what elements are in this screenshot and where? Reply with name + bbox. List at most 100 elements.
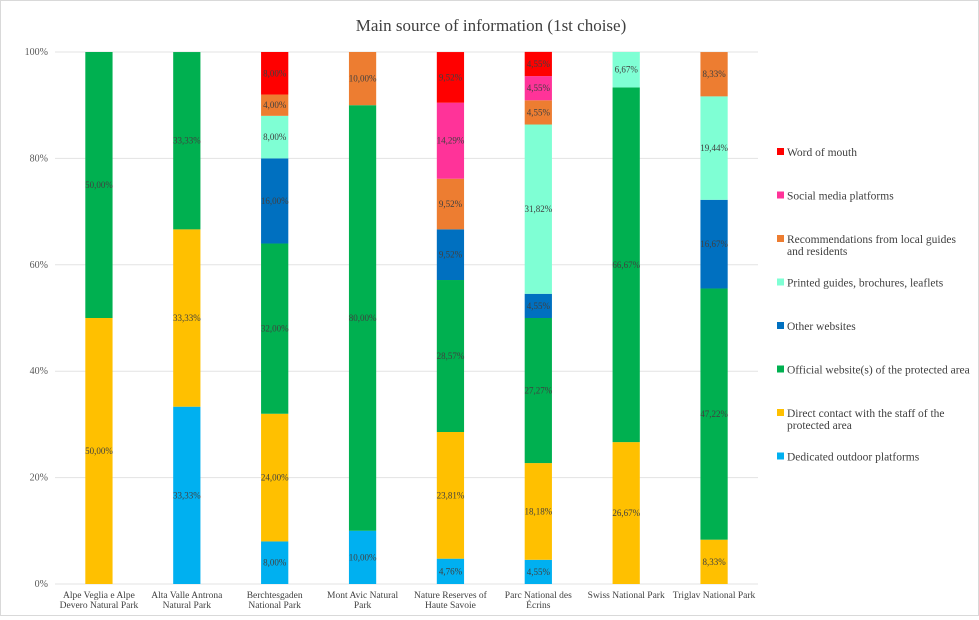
data-label: 33,33% xyxy=(173,136,201,146)
bar-segment xyxy=(612,442,640,584)
data-label: 47,22% xyxy=(700,409,728,419)
data-label: 26,67% xyxy=(612,508,640,518)
data-label: 16,67% xyxy=(700,239,728,249)
x-category-label: Swiss National Park xyxy=(588,591,665,601)
x-category-label: Triglav National Park xyxy=(673,591,756,601)
y-tick-label: 80% xyxy=(30,153,48,164)
data-label: 23,81% xyxy=(437,490,465,500)
bar-segment xyxy=(524,318,552,464)
data-label: 8,00% xyxy=(263,132,287,142)
y-tick-label: 20% xyxy=(30,473,48,484)
data-label: 50,00% xyxy=(85,180,113,190)
data-label: 8,00% xyxy=(263,558,287,568)
legend-swatch xyxy=(777,452,784,460)
bar-segment xyxy=(700,96,728,200)
bar-segment xyxy=(612,51,640,88)
bar-segment xyxy=(700,288,728,540)
data-label: 33,33% xyxy=(173,490,201,500)
data-label: 9,52% xyxy=(439,250,463,260)
bar-segment xyxy=(436,432,465,559)
bar-segment xyxy=(700,199,728,289)
data-label: 4,00% xyxy=(263,100,287,110)
x-category-label: Mont Avic Natural Park xyxy=(327,591,398,611)
bar-segment xyxy=(524,293,552,318)
bar-segment xyxy=(524,124,552,294)
bar-segment xyxy=(261,541,289,584)
data-label: 14,29% xyxy=(437,136,465,146)
legend-label: Official website(s) of the protected are… xyxy=(787,365,970,377)
data-label: 50,00% xyxy=(85,446,113,456)
y-axis-ticks: 0% 20% 40% 60% 80% 100% xyxy=(25,47,48,590)
data-label: 9,52% xyxy=(439,199,463,209)
legend-swatch xyxy=(777,191,784,199)
data-label: 4,55% xyxy=(527,59,551,69)
bar-segment xyxy=(436,178,465,230)
legend-label: Other websites xyxy=(787,321,856,333)
y-tick-label: 60% xyxy=(30,260,48,271)
data-label: 10,00% xyxy=(349,74,377,84)
bar-segment xyxy=(261,52,289,95)
bar-segment xyxy=(261,94,289,116)
bar-segment xyxy=(524,100,552,125)
bar-segment xyxy=(261,413,289,542)
data-label: 9,52% xyxy=(439,72,463,82)
legend-swatch xyxy=(777,409,784,416)
bar-segment xyxy=(524,51,552,77)
chart-title: Main source of information (1st choise) xyxy=(356,16,627,35)
data-label: 8,33% xyxy=(702,557,726,567)
bar-segment xyxy=(700,52,728,97)
x-axis-categories: Alpe Veglia e Alpe Devero Natural Park Alt… xyxy=(60,590,756,611)
data-label: 8,00% xyxy=(263,68,287,78)
legend-label: Printed guides, brochures, leaflets xyxy=(787,278,944,290)
bar-segment xyxy=(612,87,640,443)
data-label: 4,55% xyxy=(527,567,551,577)
bar-segment xyxy=(436,280,465,433)
bar-segment xyxy=(85,52,113,318)
legend: Word of mouth Social media platforms Recom… xyxy=(777,147,970,464)
bar-segment xyxy=(524,559,552,584)
x-category-label: Parc National des Écrins xyxy=(505,591,572,611)
data-label: 8,33% xyxy=(702,69,726,79)
bar-segment xyxy=(85,318,113,584)
legend-swatch xyxy=(777,235,784,242)
data-label: 18,18% xyxy=(524,506,552,516)
data-label: 28,57% xyxy=(437,351,465,361)
data-label: 32,00% xyxy=(261,324,289,334)
x-category-label: Alta Valle Antrona Natural Park xyxy=(151,591,223,611)
bar-segment xyxy=(261,115,289,159)
bar-segment xyxy=(348,530,377,584)
y-tick-label: 0% xyxy=(35,579,48,590)
bar-segment xyxy=(436,558,465,584)
gridlines xyxy=(55,51,758,585)
legend-swatch xyxy=(777,365,784,373)
bar-segment xyxy=(436,229,465,281)
bar-segment xyxy=(348,105,377,531)
x-category-label: Berchtesgaden National Park xyxy=(247,591,303,611)
data-label: 4,55% xyxy=(527,83,551,93)
data-label: 4,55% xyxy=(527,107,551,117)
legend-label: Social media platforms xyxy=(787,191,894,203)
data-label: 66,67% xyxy=(612,260,640,270)
bar-segment xyxy=(173,52,201,230)
bar-segment xyxy=(436,52,465,103)
bar-segment xyxy=(436,102,465,179)
bar-segment xyxy=(173,229,201,407)
x-category-label: Alpe Veglia e Alpe Devero Natural Park xyxy=(60,591,139,611)
bar-segment xyxy=(348,52,377,106)
legend-swatch xyxy=(777,278,784,286)
data-label: 16,00% xyxy=(261,196,289,206)
y-tick-label: 100% xyxy=(25,47,48,58)
data-label: 4,55% xyxy=(527,301,551,311)
legend-swatch xyxy=(777,148,784,155)
legend-swatch xyxy=(777,322,784,329)
bar-segment xyxy=(700,539,728,584)
data-label: 80,00% xyxy=(349,313,377,323)
bar-segment xyxy=(524,463,552,560)
data-label: 19,44% xyxy=(700,143,728,153)
legend-label: Dedicated outdoor platforms xyxy=(787,452,920,464)
data-label: 10,00% xyxy=(349,552,377,562)
legend-label: Recommendations from local guides and res… xyxy=(787,234,956,258)
data-label: 4,76% xyxy=(439,566,463,576)
